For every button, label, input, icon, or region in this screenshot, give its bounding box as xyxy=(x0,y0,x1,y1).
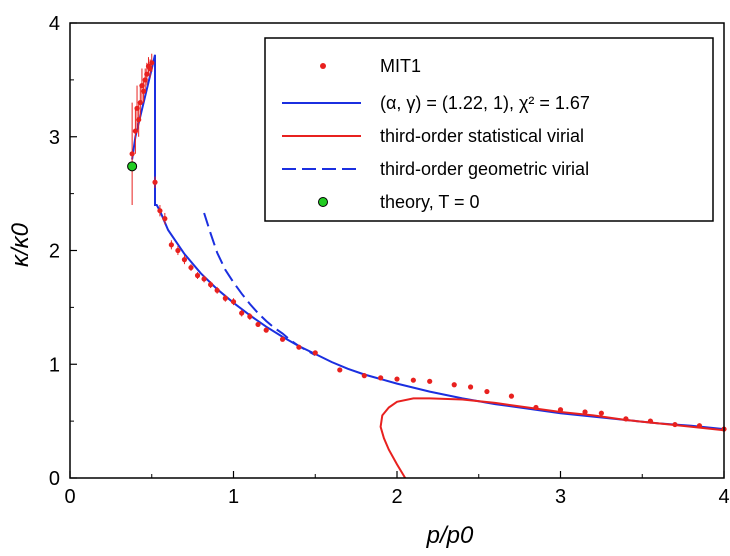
mit1-point xyxy=(129,151,135,157)
y-tick-label: 1 xyxy=(49,354,60,376)
mit1-point xyxy=(582,409,588,415)
mit1-point xyxy=(337,367,343,373)
x-axis-label: p/p0 xyxy=(426,522,474,549)
mit1-point xyxy=(696,423,703,429)
y-axis-label: κ/κ0 xyxy=(7,222,34,267)
mit1-point xyxy=(647,418,654,424)
mit1-point xyxy=(168,242,174,248)
mit1-point xyxy=(484,388,490,395)
mit1-point xyxy=(672,421,678,428)
mit1-point xyxy=(361,373,367,379)
mit1-point xyxy=(378,375,384,381)
y-tick-label: 3 xyxy=(49,127,60,149)
x-tick-label: 0 xyxy=(64,486,75,508)
series-line-2 xyxy=(379,397,725,479)
mit1-point xyxy=(296,344,302,350)
legend-label-fit: (α, γ) = (1.22, 1), χ² = 1.67 xyxy=(380,93,590,113)
mit1-point xyxy=(394,376,400,382)
mit1-point xyxy=(508,393,515,399)
mit1-point xyxy=(201,276,207,282)
mit1-point xyxy=(194,272,201,279)
mit1-point xyxy=(255,321,261,328)
mit1-point xyxy=(157,208,163,214)
mit1-point xyxy=(427,378,433,384)
mit1-point xyxy=(239,310,245,316)
legend-label-mit1: MIT1 xyxy=(380,56,421,76)
mit1-point xyxy=(467,384,474,390)
mit1-point xyxy=(230,299,237,305)
mit1-point xyxy=(410,377,416,383)
x-tick-label: 4 xyxy=(718,486,729,508)
y-tick-label: 0 xyxy=(49,468,60,490)
mit1-point xyxy=(247,313,253,320)
mit1-point xyxy=(181,257,188,263)
mit1-point xyxy=(214,287,220,293)
x-tick-label: 1 xyxy=(228,486,239,508)
legend-label-geometric: third-order geometric virial xyxy=(380,159,589,179)
mit1-point xyxy=(149,60,155,66)
theory-point xyxy=(127,161,138,172)
y-tick-label: 2 xyxy=(49,241,60,263)
mit1-point xyxy=(312,350,318,356)
legend: MIT1 (α, γ) = (1.22, 1), χ² = 1.67 third… xyxy=(264,37,714,222)
mit1-point xyxy=(208,282,214,288)
mit1-point xyxy=(557,407,564,413)
mit1-point xyxy=(279,336,286,342)
mit1-point xyxy=(222,295,228,301)
mit1-point xyxy=(152,179,158,185)
legend-marker-theory xyxy=(318,197,328,207)
series-line-3 xyxy=(203,212,316,356)
mit1-point xyxy=(451,382,457,388)
mit1-point xyxy=(263,327,269,333)
legend-label-statistical: third-order statistical virial xyxy=(380,126,584,146)
series-line-1 xyxy=(131,54,725,431)
mit1-point xyxy=(162,216,168,222)
mit1-point xyxy=(175,247,181,254)
mit1-point xyxy=(533,404,539,411)
axis-ticks: 0 1 2 3 4 0 1 2 3 4 xyxy=(49,13,730,508)
plot-area xyxy=(127,53,727,479)
x-tick-label: 2 xyxy=(391,486,402,508)
legend-box xyxy=(264,37,714,222)
legend-marker-mit1 xyxy=(320,63,326,69)
legend-label-theory: theory, T = 0 xyxy=(380,192,480,212)
y-tick-label: 4 xyxy=(49,13,60,35)
mit1-point xyxy=(188,264,194,271)
mit1-point xyxy=(598,410,604,416)
x-tick-label: 3 xyxy=(555,486,566,508)
mit1-point xyxy=(623,416,629,422)
